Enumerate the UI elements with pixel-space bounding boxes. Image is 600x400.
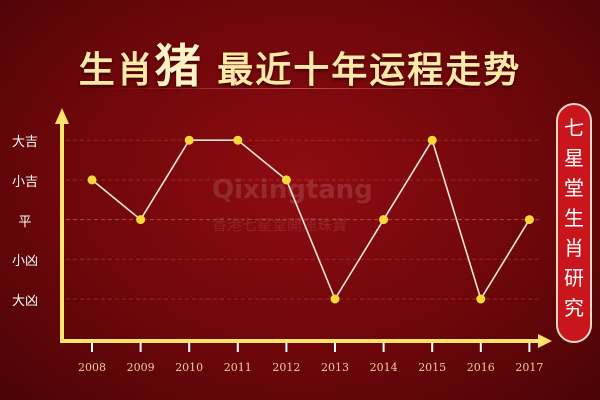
data-point: [136, 215, 146, 225]
x-tick-label: 2015: [418, 361, 447, 374]
x-tick-label: 2017: [515, 361, 544, 374]
title-part: 生肖: [78, 50, 155, 91]
y-axis-arrow: [55, 108, 69, 124]
x-tick-label: 2014: [369, 361, 398, 374]
x-tick-label: 2011: [223, 361, 252, 374]
side-banner: 七星堂生肖研究: [556, 103, 592, 343]
data-point: [184, 135, 194, 145]
data-point: [427, 135, 437, 145]
y-tick-label: 平: [18, 214, 32, 230]
x-tick-label: 2009: [126, 361, 155, 374]
chart-title: 生肖猪 最近十年运程走势: [0, 30, 600, 96]
y-tick-label: 小凶: [11, 254, 38, 270]
x-tick-label: 2008: [78, 361, 106, 374]
side-banner-text: 七星堂生肖研究: [564, 116, 584, 320]
x-tick-label: 2012: [272, 361, 301, 374]
title-divider: [100, 88, 500, 89]
y-tick-label: 小吉: [11, 174, 38, 190]
data-point: [233, 135, 243, 145]
data-point: [379, 215, 389, 225]
x-tick-label: 2010: [175, 361, 204, 374]
watermark-logo: Qixingtang: [212, 175, 373, 205]
y-tick-label: 大凶: [11, 294, 38, 309]
title-part: 最近十年运程走势: [202, 50, 522, 91]
data-point: [87, 175, 97, 185]
data-point: [330, 294, 340, 304]
data-point: [281, 175, 291, 185]
series-line: [91, 138, 531, 301]
x-tick-label: 2013: [321, 361, 349, 374]
data-point: [524, 215, 534, 225]
x-axis-arrow: [538, 334, 552, 348]
data-point: [476, 294, 486, 304]
y-tick-label: 大吉: [11, 135, 38, 151]
x-tick-label: 2016: [466, 361, 495, 374]
title-zodiac: 猪: [154, 39, 203, 93]
watermark-subtitle: 香港七星堂開運珠寶: [212, 216, 347, 234]
